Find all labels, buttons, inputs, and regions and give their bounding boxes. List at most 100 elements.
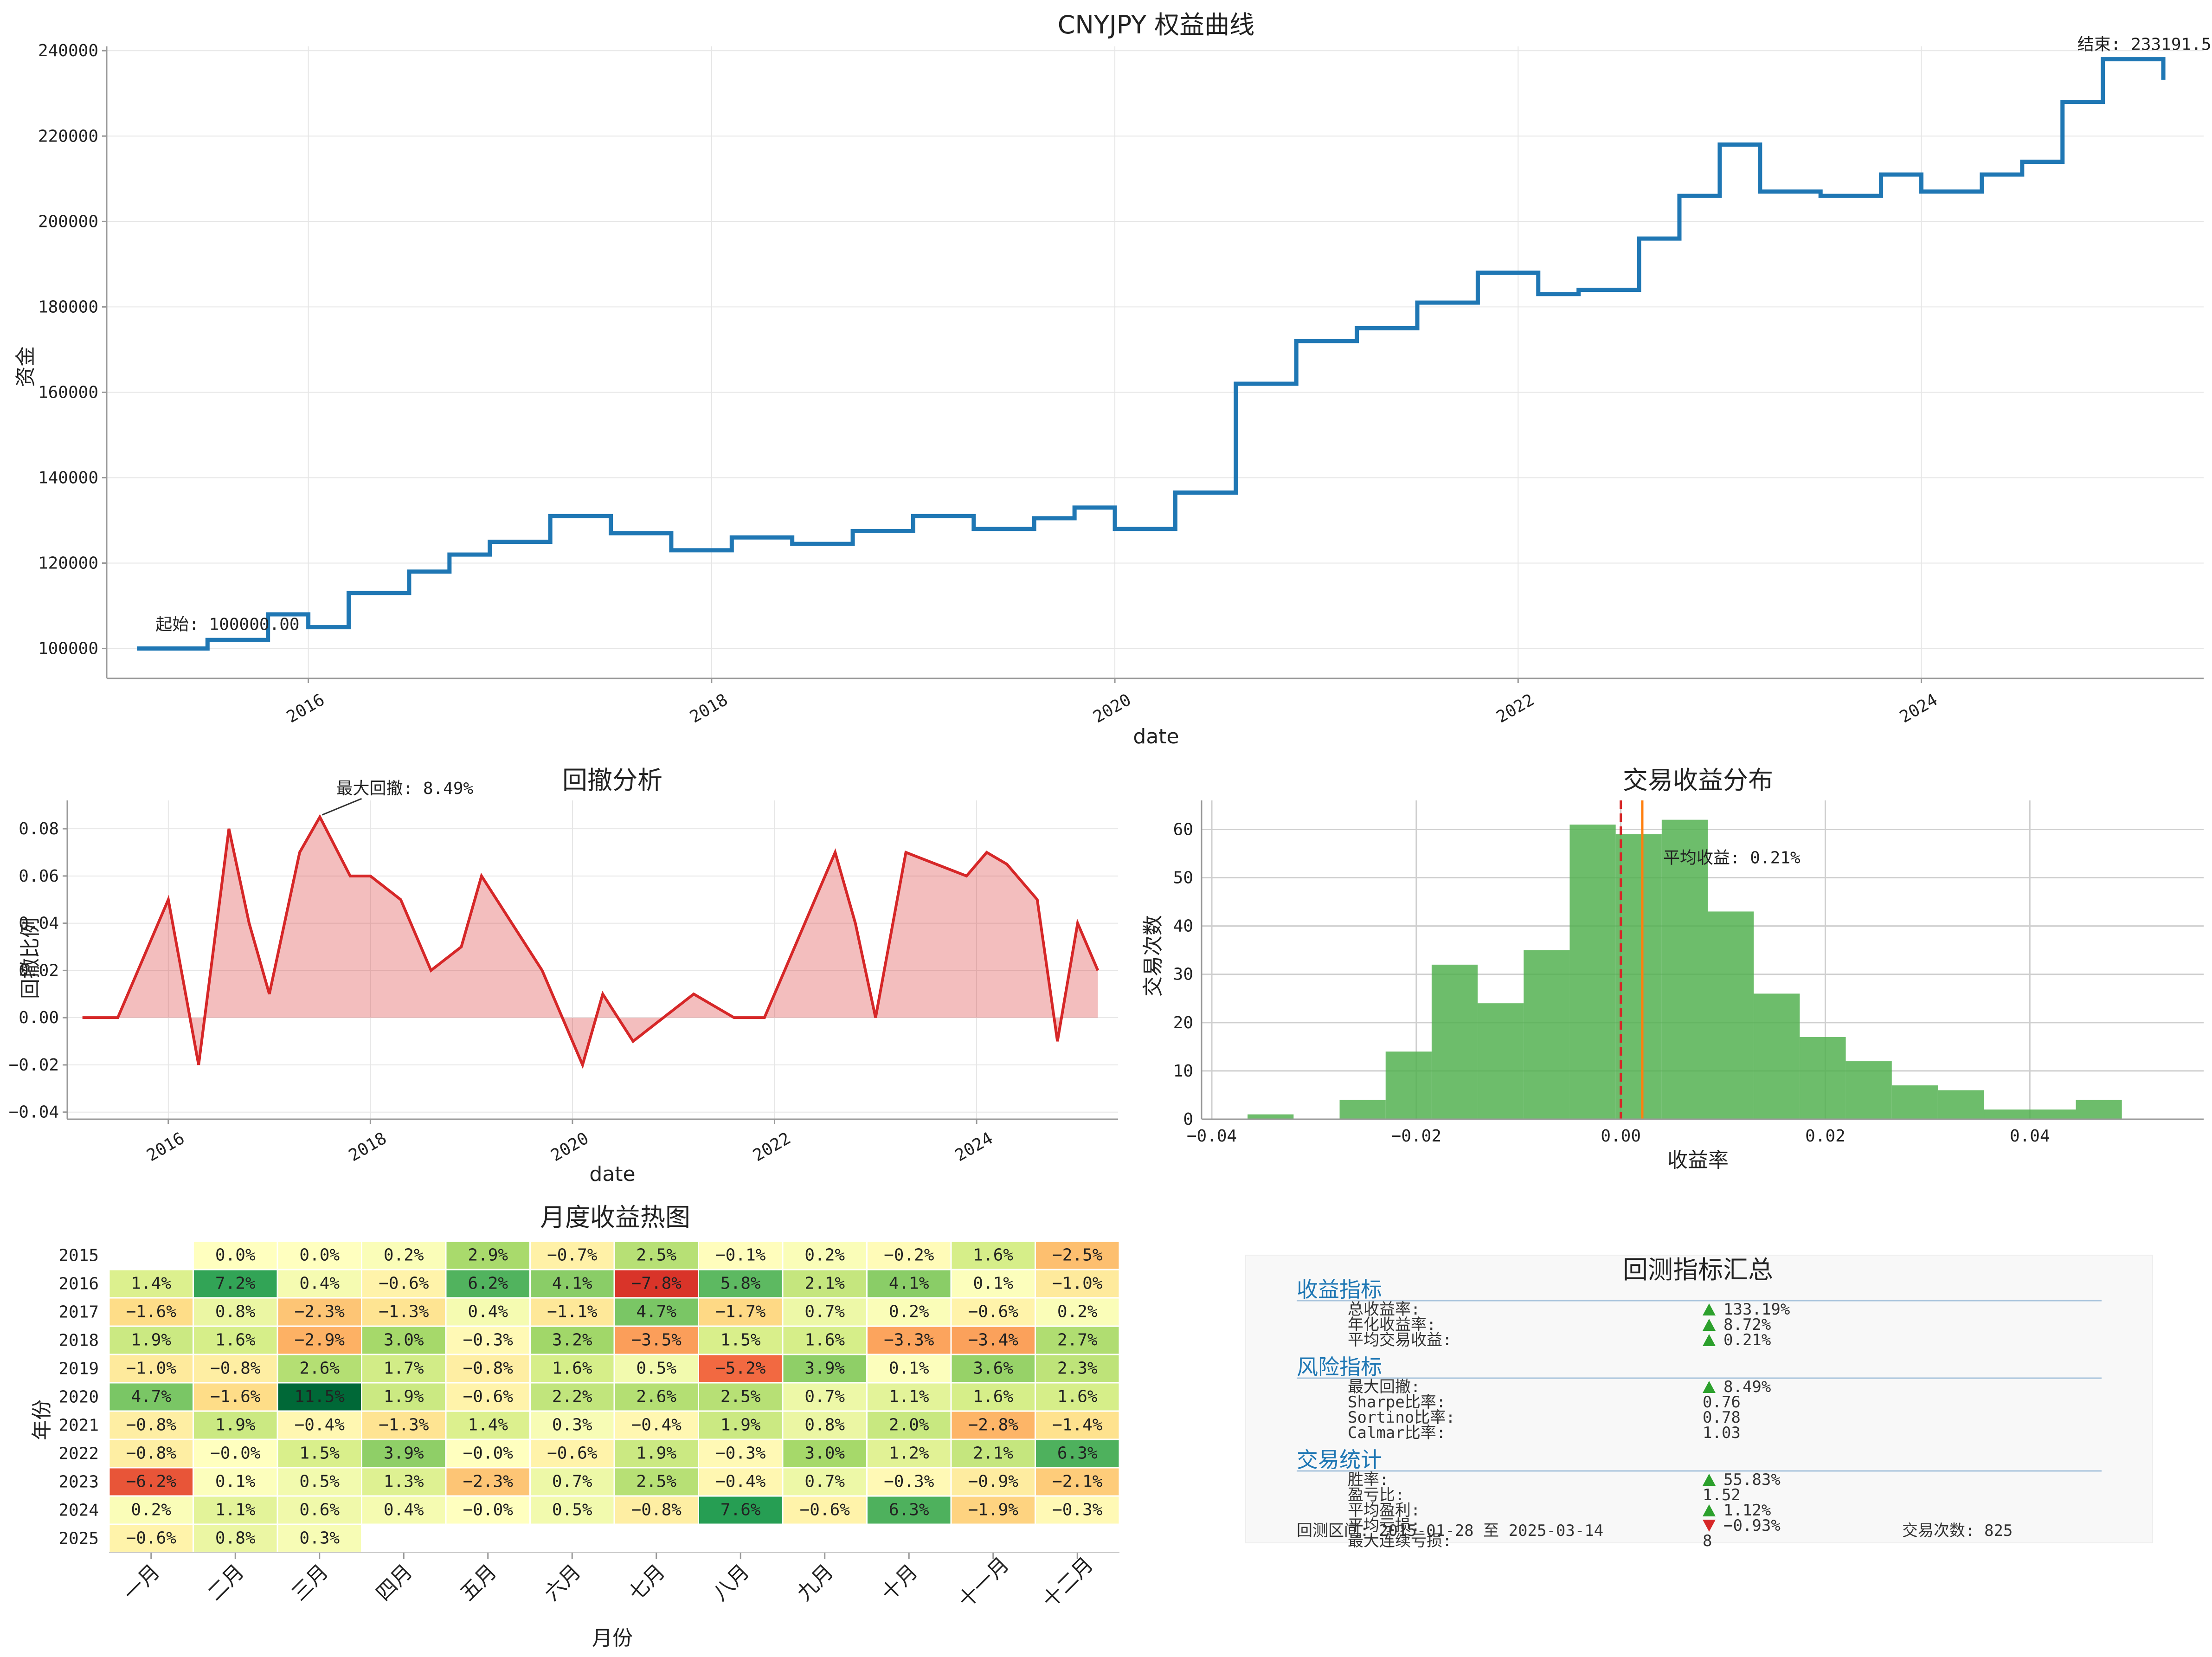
heatmap-cell	[529, 1269, 615, 1299]
heatmap-cell	[445, 1410, 531, 1440]
heatmap-cell-label: 3.0%	[384, 1331, 424, 1350]
heatmap-cell-label: −7.8%	[631, 1274, 682, 1293]
histogram-bar	[1845, 1061, 1892, 1119]
heatmap-cell-label: −0.7%	[547, 1246, 598, 1265]
heatmap-cell	[276, 1523, 362, 1554]
summary-metric-value: 1.12%	[1723, 1501, 1771, 1520]
drawdown-line	[82, 814, 1100, 1069]
heatmap-cell-label: −0.8%	[126, 1444, 177, 1463]
histogram-xtick: −0.02	[1391, 1127, 1441, 1146]
heatmap-cell	[950, 1354, 1036, 1384]
heatmap-cell-label: 0.2%	[889, 1302, 929, 1322]
equity-ytick: 200000	[38, 212, 98, 231]
summary-metric-value: 8.72%	[1723, 1315, 1771, 1334]
heatmap-cell-label: 1.4%	[131, 1274, 171, 1293]
trend-up-icon	[1703, 1319, 1716, 1331]
heatmap-cell-label: −0.3%	[1052, 1501, 1103, 1520]
heatmap-cell	[950, 1240, 1036, 1270]
heatmap-cell-label: 1.9%	[131, 1331, 171, 1350]
histogram-bar	[1800, 1037, 1846, 1119]
heatmap-cell-label: 0.5%	[299, 1472, 340, 1491]
heatmap-cell-label: −0.9%	[968, 1472, 1019, 1491]
heatmap-cell	[866, 1354, 952, 1384]
heatmap-cell	[782, 1382, 868, 1412]
heatmap-cell-label: 0.6%	[299, 1501, 340, 1520]
histogram-axes: 0 10 20 30 40 50 60 −0.04 −0.02 0.00 0.02 0.04	[1173, 800, 2204, 1146]
summary-metric-value: 1.03	[1703, 1424, 1741, 1442]
drawdown-title: 回撤分析	[562, 766, 662, 795]
heatmap-cell	[866, 1297, 952, 1327]
heatmap-cell-label: 0.8%	[804, 1416, 845, 1435]
histogram-xtick: −0.04	[1187, 1127, 1237, 1146]
drawdown-xtick: 2016	[143, 1129, 188, 1166]
heatmap-cell-label: −0.0%	[210, 1444, 261, 1463]
heatmap-cell-label: 0.0%	[215, 1246, 256, 1265]
heatmap-cell-label: 1.1%	[215, 1501, 256, 1520]
drawdown-ytick: 0.06	[19, 867, 59, 886]
equity-xtick: 2020	[1090, 690, 1135, 727]
histogram-bars	[1247, 819, 2122, 1119]
summary-metric-label: 平均盈利:	[1348, 1501, 1420, 1520]
histogram-ylabel: 交易次数	[1141, 915, 1165, 997]
heatmap-cell-label: 1.6%	[973, 1246, 1013, 1265]
drawdown-panel: 回撤分析 −0.04 −0.02 0.00 0.02 0.04 0.06 0.08 2016 2…	[9, 766, 1118, 1186]
drawdown-ytick: 0.04	[19, 914, 59, 933]
trend-up-icon	[1703, 1381, 1716, 1393]
heatmap-cell-label: −0.8%	[210, 1359, 261, 1378]
equity-title: CNYJPY 权益曲线	[1058, 10, 1255, 39]
heatmap-cell-label: 0.4%	[299, 1274, 340, 1293]
histogram-bar	[1984, 1109, 2030, 1119]
heatmap-cell	[1035, 1325, 1120, 1355]
heatmap-cell-label: 0.5%	[552, 1501, 592, 1520]
heatmap-year-label: 2019	[58, 1360, 99, 1379]
histogram-ytick: 30	[1173, 965, 1193, 984]
heatmap-cell	[698, 1240, 784, 1270]
heatmap-cell	[193, 1523, 278, 1554]
heatmap-cell	[529, 1467, 615, 1497]
histogram-bar	[1754, 993, 1800, 1119]
heatmap-cell-label: 0.2%	[384, 1246, 424, 1265]
heatmap-cell	[108, 1382, 194, 1412]
heatmap-cell	[782, 1297, 868, 1327]
equity-xlabel: date	[1133, 725, 1179, 748]
heatmap-cell-label: 0.4%	[384, 1501, 424, 1520]
equity-ytick: 100000	[38, 639, 98, 658]
histogram-bar	[1339, 1100, 1386, 1119]
histogram-bar	[1247, 1114, 1294, 1119]
heatmap-month-label: 八月	[708, 1560, 754, 1605]
drawdown-xlabel: date	[589, 1162, 635, 1186]
heatmap-cell	[950, 1495, 1036, 1525]
summary-metric-label: 胜率:	[1348, 1470, 1389, 1489]
trend-up-icon	[1703, 1474, 1716, 1486]
equity-grid	[107, 46, 2204, 678]
heatmap-ylabel: 年份	[30, 1399, 54, 1440]
heatmap-cell	[950, 1467, 1036, 1497]
heatmap-cell	[108, 1297, 194, 1327]
equity-xtick: 2024	[1897, 690, 1941, 727]
summary-metric-value: 0.76	[1703, 1393, 1741, 1412]
summary-footer-left: 回测区间: 2015-01-28 至 2025-03-14	[1297, 1522, 1603, 1540]
heatmap-cell-label: 0.2%	[131, 1501, 171, 1520]
heatmap-year-label: 2022	[58, 1444, 99, 1464]
equity-ytick: 180000	[38, 297, 98, 316]
trend-up-icon	[1703, 1334, 1716, 1346]
heatmap-year-label: 2016	[58, 1275, 99, 1294]
summary-section-title: 收益指标	[1297, 1277, 1382, 1302]
heatmap-cell-label: −2.3%	[295, 1302, 345, 1322]
equity-xtick: 2018	[687, 690, 731, 727]
drawdown-ytick: −0.02	[9, 1056, 59, 1075]
heatmap-cell	[1035, 1410, 1120, 1440]
heatmap-cell	[108, 1410, 194, 1440]
heatmap-cell-label: −2.1%	[1052, 1472, 1103, 1491]
heatmap-cell-label: −1.6%	[210, 1387, 261, 1406]
drawdown-area	[82, 817, 1098, 1065]
heatmap-cell	[445, 1382, 531, 1412]
heatmap-cell-label: 0.2%	[1057, 1302, 1098, 1322]
heatmap-cell	[782, 1495, 868, 1525]
equity-start-label: 起始: 100000.00	[155, 615, 299, 634]
histogram-bar	[1569, 825, 1616, 1119]
equity-ylabel: 资金	[14, 346, 38, 387]
heatmap-cell-label: 4.7%	[131, 1387, 171, 1406]
